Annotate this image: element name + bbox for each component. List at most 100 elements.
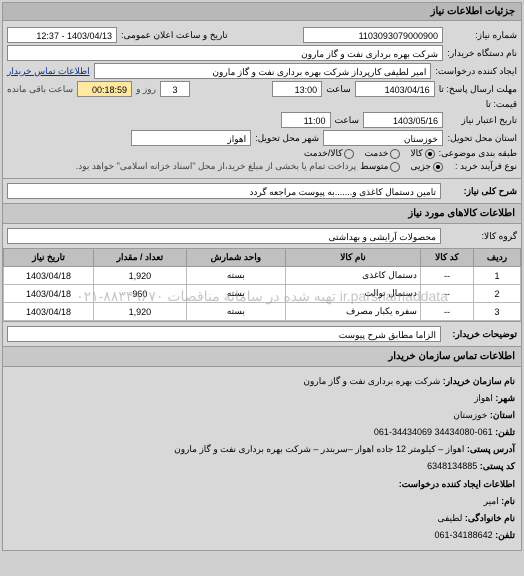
contact-link[interactable]: اطلاعات تماس خریدار xyxy=(7,66,90,77)
goods-section-title: اطلاعات کالاهای مورد نیاز xyxy=(3,203,521,224)
purchase-minor-radio[interactable]: جزیی xyxy=(410,161,443,172)
c-org-label: نام سازمان خریدار: xyxy=(443,376,515,386)
table-cell: 1403/04/18 xyxy=(4,285,94,303)
contact-block: نام سازمان خریدار: شرکت بهره برداری نفت … xyxy=(3,367,521,550)
table-cell: -- xyxy=(420,303,473,321)
goods-table: ردیف کد کالا نام کالا واحد شمارش تعداد /… xyxy=(3,248,521,321)
c-city-label: شهر: xyxy=(495,393,515,403)
table-cell: سفره یکبار مصرف xyxy=(286,303,421,321)
table-cell: 1403/04/18 xyxy=(4,303,94,321)
budget-goods-radio[interactable]: کالا xyxy=(410,148,434,159)
valid-date: 1403/05/16 xyxy=(363,112,443,128)
col-qty: تعداد / مقدار xyxy=(94,249,187,267)
c-phone-label: تلفن: xyxy=(495,427,515,437)
radio-icon xyxy=(390,162,400,172)
city-label: شهر محل تحویل: xyxy=(255,133,319,144)
radio-icon xyxy=(433,162,443,172)
col-row: ردیف xyxy=(473,249,520,267)
requester-field: امیر لطیفی کارپرداز شرکت بهره برداری نفت… xyxy=(94,63,432,79)
remaining-days-label: روز و xyxy=(136,84,156,95)
budget-both-radio[interactable]: کالا/خدمت xyxy=(304,148,355,159)
table-row: 1--دستمال کاغذیبسته1,9201403/04/18 xyxy=(4,267,521,285)
table-cell: 960 xyxy=(94,285,187,303)
requester-label: ایجاد کننده درخواست: xyxy=(435,66,517,77)
valid-time: 11:00 xyxy=(281,112,331,128)
table-cell: 3 xyxy=(473,303,520,321)
table-cell: دستمال کاغذی xyxy=(286,267,421,285)
col-date: تاریخ نیاز xyxy=(4,249,94,267)
c-req-title: اطلاعات ایجاد کننده درخواست: xyxy=(399,479,515,489)
radio-icon xyxy=(425,149,435,159)
need-desc-label: شرح کلی نیاز: xyxy=(447,186,517,197)
deadline-time-label: ساعت xyxy=(326,84,351,95)
remaining-label2: ساعت باقی مانده xyxy=(7,84,73,95)
goods-group-field: محصولات آرایشی و بهداشتی xyxy=(7,228,441,244)
c-phone: 061-34434080 34434069-061 xyxy=(374,427,493,437)
c-fname: امیر xyxy=(484,496,499,506)
table-cell: 1,920 xyxy=(94,303,187,321)
c-city: اهواز xyxy=(474,393,493,403)
org-field: شرکت بهره برداری نفت و گاز مارون xyxy=(7,45,443,61)
budget-radio-group: کالا خدمت کالا/خدمت xyxy=(304,148,435,159)
validity-label: تاریخ اعتبار نیاز xyxy=(447,115,517,126)
buyer-notes-field: الزاما مطابق شرح پیوست xyxy=(7,326,441,342)
announce-field: 1403/04/13 - 12:37 xyxy=(7,27,117,43)
purchase-medium-radio[interactable]: متوسط xyxy=(360,161,400,172)
remaining-days: 3 xyxy=(160,81,190,97)
province-field: خوزستان xyxy=(323,130,443,146)
header-form: شماره نیاز: 1103093079000900 تاریخ و ساع… xyxy=(3,21,521,178)
col-name: نام کالا xyxy=(286,249,421,267)
c-tel: 34188642-061 xyxy=(435,530,493,540)
table-cell: بسته xyxy=(186,285,285,303)
deadline-time: 13:00 xyxy=(272,81,322,97)
table-cell: دستمال توالت xyxy=(286,285,421,303)
table-cell: 1,920 xyxy=(94,267,187,285)
c-org: شرکت بهره برداری نفت و گاز مارون xyxy=(303,376,440,386)
table-row: 2--دستمال توالتبسته9601403/04/18 xyxy=(4,285,521,303)
budget-label: طبقه بندی موضوعی: xyxy=(439,148,517,159)
table-cell: -- xyxy=(420,267,473,285)
c-province: خوزستان xyxy=(453,410,487,420)
announce-label: تاریخ و ساعت اعلان عمومی: xyxy=(121,30,228,41)
table-cell: 1403/04/18 xyxy=(4,267,94,285)
c-lname-label: نام خانوادگی: xyxy=(465,513,515,523)
deadline-date: 1403/04/16 xyxy=(355,81,435,97)
need-desc-field: تامین دستمال کاغذی و.......به پیوست مراج… xyxy=(7,183,441,199)
table-cell: بسته xyxy=(186,303,285,321)
c-address: اهواز – کیلومتر 12 جاده اهواز –سربندر – … xyxy=(174,444,464,454)
c-tel-label: تلفن: xyxy=(495,530,515,540)
need-no-label: شماره نیاز: xyxy=(447,30,517,41)
table-cell: -- xyxy=(420,285,473,303)
col-code: کد کالا xyxy=(420,249,473,267)
c-lname: لطیفی xyxy=(438,513,463,523)
need-no-field: 1103093079000900 xyxy=(303,27,443,43)
purchase-type-label: نوع فرآیند خرید : xyxy=(447,161,517,172)
goods-group-label: گروه کالا: xyxy=(447,231,517,242)
table-row: 3--سفره یکبار مصرفبسته1,9201403/04/18 xyxy=(4,303,521,321)
col-unit: واحد شمارش xyxy=(186,249,285,267)
budget-service-radio[interactable]: خدمت xyxy=(364,148,400,159)
table-cell: 1 xyxy=(473,267,520,285)
purchase-radio-group: جزیی متوسط xyxy=(360,161,443,172)
c-post: 6348134885 xyxy=(427,461,477,471)
radio-icon xyxy=(390,149,400,159)
price-label: قیمت: تا xyxy=(447,99,517,110)
province-label: استان محل تحویل: xyxy=(447,133,517,144)
radio-icon xyxy=(344,149,354,159)
table-cell: بسته xyxy=(186,267,285,285)
c-province-label: استان: xyxy=(490,410,515,420)
city-field: اهواز xyxy=(131,130,251,146)
buyer-notes-label: توضیحات خریدار: xyxy=(447,329,517,340)
panel-title: جزئیات اطلاعات نیاز xyxy=(3,3,521,21)
valid-time-label: ساعت xyxy=(335,115,360,126)
remaining-time: 00:18:59 xyxy=(77,81,132,97)
deadline-label: مهلت ارسال پاسخ: تا xyxy=(439,84,517,95)
table-header-row: ردیف کد کالا نام کالا واحد شمارش تعداد /… xyxy=(4,249,521,267)
org-label: نام دستگاه خریدار: xyxy=(447,48,517,59)
c-fname-label: نام: xyxy=(501,496,515,506)
c-address-label: آدرس پستی: xyxy=(467,444,515,454)
contact-section-title: اطلاعات تماس سازمان خریدار xyxy=(3,346,521,367)
main-panel: جزئیات اطلاعات نیاز شماره نیاز: 11030930… xyxy=(2,2,522,551)
purchase-note: پرداخت تمام یا بخشی از مبلغ خرید،از محل … xyxy=(76,161,356,172)
c-post-label: کد پستی: xyxy=(480,461,515,471)
